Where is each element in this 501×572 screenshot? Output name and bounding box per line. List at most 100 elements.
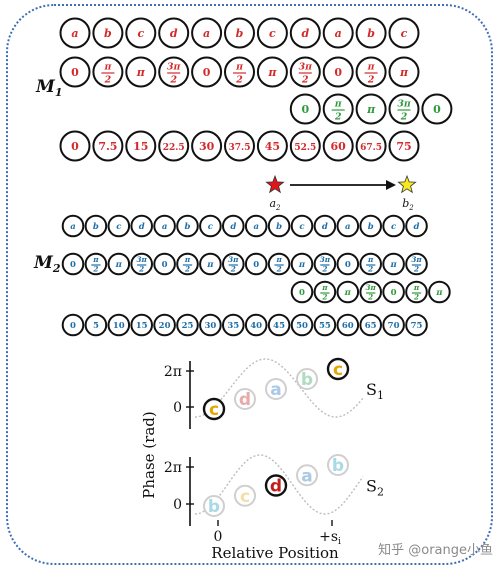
- phase-point-b: b: [203, 495, 225, 517]
- circle-outline: [313, 313, 337, 337]
- circle-label: c: [401, 27, 408, 40]
- m2-row3-circle: 3π2: [359, 280, 383, 304]
- circle-label: 40: [250, 321, 262, 331]
- circle-outline: [322, 17, 354, 49]
- m1-row4-circle: 52.5: [289, 130, 321, 162]
- circle-label: π: [267, 66, 277, 79]
- m2-row1-circle: d: [313, 214, 337, 238]
- circle-label: 15: [136, 321, 148, 331]
- circle-label: 67.5: [360, 143, 382, 153]
- circle-label: π: [399, 66, 409, 79]
- fraction-numerator: 3π: [299, 61, 313, 72]
- circle-label: c: [299, 222, 305, 232]
- point-letter: c: [209, 400, 219, 420]
- circle-label: b: [236, 27, 244, 40]
- circle-label: b: [93, 222, 99, 232]
- watermark: 知乎 @orange小鱼: [378, 543, 493, 558]
- circle-label: 75: [396, 140, 411, 153]
- fraction-denominator: 2: [235, 74, 243, 85]
- m1-row4-circle: 45: [256, 130, 288, 162]
- fraction-numerator: 3π: [167, 61, 181, 72]
- circle-label: 25: [182, 321, 194, 331]
- circle-label: 22.5: [163, 143, 185, 153]
- circle-label: π: [435, 288, 443, 298]
- m1-row4-circle: 67.5: [355, 130, 387, 162]
- arrow-head: [386, 180, 396, 190]
- m1-row4-circle: 15: [125, 130, 157, 162]
- circle-outline: [222, 252, 245, 276]
- circle-label: 0: [70, 260, 76, 270]
- m1-row1-circle: c: [256, 17, 288, 49]
- s1-plot-label: S1: [366, 380, 384, 402]
- circle-outline: [153, 214, 176, 238]
- fraction-denominator: 2: [413, 264, 419, 273]
- m2-row2-circle: 3π2: [130, 252, 153, 276]
- circle-outline: [382, 214, 405, 238]
- fraction-numerator: π: [235, 61, 243, 72]
- circle-outline: [224, 130, 255, 162]
- m1-row2-circle: 0: [322, 56, 354, 88]
- circle-label: 37.5: [229, 143, 251, 153]
- circle-label: 60: [331, 140, 347, 153]
- m2-row2-circle: 3π2: [222, 252, 245, 276]
- point-ring: [327, 454, 349, 476]
- circle-label: π: [298, 260, 306, 270]
- fraction-denominator: 2: [334, 111, 342, 122]
- circle-label: 0: [162, 260, 168, 270]
- point-ring: [265, 378, 287, 400]
- s2-plot-label: S2: [366, 477, 384, 499]
- x-tick-label-0: 0: [214, 529, 223, 545]
- circle-outline: [256, 130, 288, 162]
- point-letter: c: [240, 487, 250, 507]
- m2-row4-circle: 40: [244, 313, 268, 337]
- circle-label: 15: [133, 140, 148, 153]
- tick-label-2pi: 2π: [164, 364, 182, 380]
- circle-outline: [191, 130, 223, 162]
- fraction-denominator: 2: [184, 264, 190, 273]
- m2-row1-circle: a: [153, 214, 176, 238]
- rounded-frame: [6, 4, 493, 565]
- m2-row2-circle: π2: [359, 252, 383, 276]
- m1-row3-circle: π: [355, 93, 387, 125]
- circle-label: a: [203, 27, 210, 40]
- fraction-numerator: 3π: [137, 255, 148, 264]
- m2-row1-circle: a: [336, 214, 360, 238]
- circle-outline: [199, 313, 222, 337]
- circle-label: c: [391, 222, 397, 232]
- fraction-numerator: π: [367, 61, 375, 72]
- circle-outline: [405, 280, 428, 304]
- m1-row2-circle: 3π2: [289, 56, 321, 88]
- circle-outline: [61, 214, 85, 238]
- point-letter: d: [239, 390, 251, 410]
- circle-outline: [359, 280, 383, 304]
- m2-row3-circle: 0: [382, 280, 405, 304]
- fraction-denominator: 2: [169, 74, 177, 85]
- circle-outline: [199, 214, 222, 238]
- circle-label: 0: [433, 103, 441, 116]
- circle-label: c: [116, 222, 122, 232]
- fraction-denominator: 2: [104, 74, 112, 85]
- m2-row4-circle: 55: [313, 313, 337, 337]
- m1-row2-circle: 3π2: [158, 56, 190, 88]
- circle-outline: [130, 252, 153, 276]
- m1-row1-circle: c: [388, 17, 420, 49]
- point-ring: [234, 484, 256, 507]
- circle-outline: [125, 130, 157, 162]
- m1-row2-circle: π: [125, 56, 157, 88]
- circle-outline: [244, 313, 268, 337]
- tick-label-0: 0: [173, 400, 182, 416]
- circle-label: 0: [253, 260, 259, 270]
- circle-outline: [59, 56, 91, 88]
- m2-row4-circle: 15: [130, 313, 153, 337]
- circle-outline: [59, 17, 91, 49]
- m2-row1-circle: b: [84, 214, 108, 238]
- m2-row3-circle: π2: [313, 280, 337, 304]
- circle-label: b: [276, 222, 282, 232]
- m2-row4-circle: 5: [84, 313, 108, 337]
- circle-outline: [290, 313, 314, 337]
- m1-label: M1: [35, 77, 62, 99]
- circle-outline: [84, 252, 108, 276]
- circle-label: d: [414, 222, 420, 232]
- m2-row2-circle: 0: [244, 252, 268, 276]
- m2-row4-circle: 75: [405, 313, 428, 337]
